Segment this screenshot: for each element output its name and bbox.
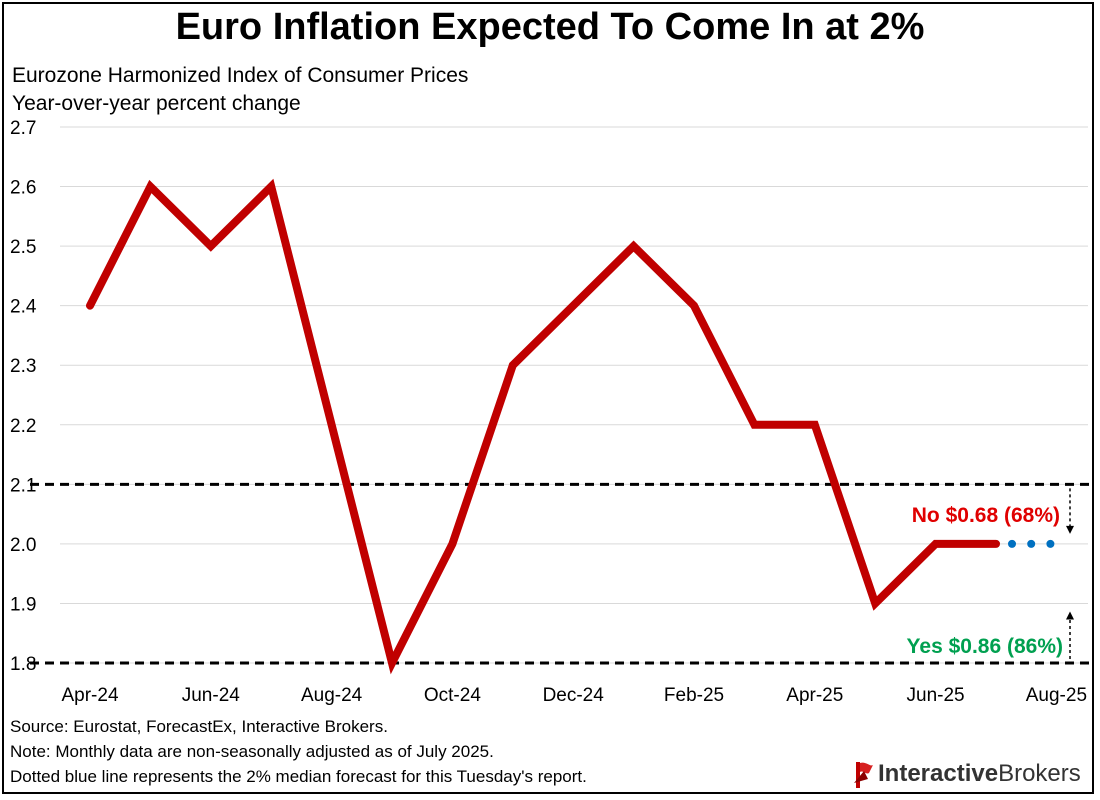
logo-text-thin: Brokers (998, 760, 1081, 787)
series-layer (86, 178, 1055, 675)
x-tick-label: Apr-25 (786, 685, 843, 706)
x-tick-label: Dec-24 (543, 685, 605, 706)
interactive-brokers-logo: InteractiveBrokers (852, 757, 1081, 791)
y-tick-label: 2.4 (10, 297, 37, 318)
logo-text-bold: Interactive (878, 760, 999, 787)
y-tick-label: 2.5 (10, 237, 36, 258)
chart-subtitle-series: Eurozone Harmonized Index of Consumer Pr… (12, 64, 469, 87)
no-contract-annotation: No $0.68 (68%) (912, 504, 1060, 527)
x-tick-label: Apr-24 (61, 685, 118, 706)
y-axis-tick-labels: 1.8 1.9 2.0 2.1 2.2 2.3 2.4 2.5 2.6 2.7 (10, 118, 37, 675)
y-tick-label: 1.8 (10, 654, 36, 675)
chart-title: Euro Inflation Expected To Come In at 2% (175, 6, 925, 48)
x-tick-label: Jun-25 (907, 685, 965, 706)
y-tick-label: 2.0 (10, 535, 36, 556)
forecast-note: Dotted blue line represents the 2% media… (10, 767, 587, 786)
data-note: Note: Monthly data are non-seasonally ad… (10, 742, 494, 761)
grid-lines (60, 126, 1088, 664)
ib-flag-logo-icon (854, 762, 873, 788)
y-tick-label: 2.7 (10, 118, 36, 139)
x-tick-label: Aug-24 (301, 685, 363, 706)
source-note: Source: Eurostat, ForecastEx, Interactiv… (10, 717, 388, 736)
forecast-dot (1027, 539, 1036, 548)
down-arrow-icon (1066, 525, 1074, 534)
chart-subtitle-units: Year-over-year percent change (12, 92, 301, 115)
x-tick-label: Aug-25 (1026, 685, 1087, 706)
y-tick-label: 1.9 (10, 594, 36, 615)
x-axis-tick-labels: Apr-24 Jun-24 Aug-24 Oct-24 Dec-24 Feb-25 Apr-… (61, 685, 1087, 706)
yes-contract-annotation: Yes $0.86 (86%) (907, 635, 1063, 658)
forecast-dot (1046, 539, 1055, 548)
series-line-hicp (86, 178, 1000, 675)
y-tick-label: 2.2 (10, 416, 36, 437)
y-tick-label: 2.3 (10, 356, 36, 377)
x-tick-label: Jun-24 (182, 685, 241, 706)
annotations: No $0.68 (68%) Yes $0.86 (86%) (907, 488, 1074, 659)
up-arrow-icon (1066, 611, 1074, 620)
y-tick-label: 2.1 (10, 475, 36, 496)
x-tick-label: Feb-25 (664, 685, 724, 706)
x-tick-label: Oct-24 (424, 685, 481, 706)
reference-lines (30, 482, 1094, 665)
y-tick-label: 2.6 (10, 178, 36, 199)
logo-wordmark: InteractiveBrokers (878, 760, 1081, 788)
forecast-dot (1008, 539, 1016, 548)
